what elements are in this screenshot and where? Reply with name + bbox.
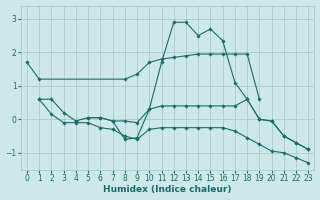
X-axis label: Humidex (Indice chaleur): Humidex (Indice chaleur) [103,185,232,194]
